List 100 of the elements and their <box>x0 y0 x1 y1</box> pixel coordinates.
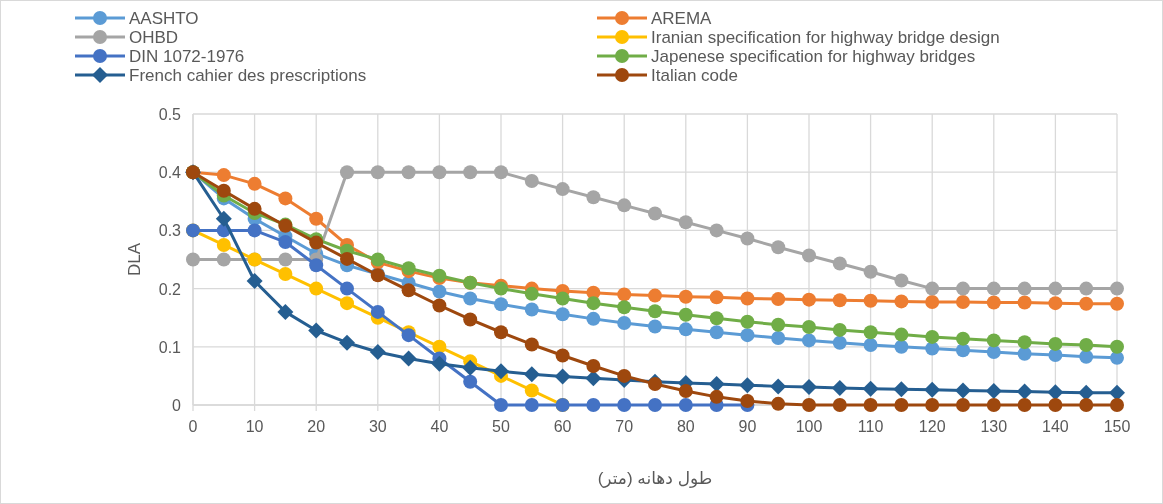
point <box>493 363 509 380</box>
x-tick-label: 120 <box>918 418 946 435</box>
point <box>1017 295 1032 310</box>
x-tick-label: 90 <box>738 418 757 435</box>
point <box>1017 398 1032 412</box>
point <box>678 398 693 412</box>
point <box>1079 296 1094 311</box>
point <box>740 291 755 306</box>
point <box>894 398 909 412</box>
x-tick-label: 40 <box>430 418 449 435</box>
point <box>1048 281 1063 296</box>
point <box>648 304 662 319</box>
point <box>617 315 632 330</box>
point <box>340 281 354 296</box>
point <box>771 292 786 307</box>
point <box>1048 296 1063 311</box>
point <box>986 333 1001 348</box>
point <box>894 273 909 288</box>
point <box>1047 384 1064 401</box>
point <box>369 344 386 361</box>
point <box>586 398 601 412</box>
point <box>709 389 724 404</box>
point <box>494 165 508 180</box>
point <box>802 292 816 307</box>
point <box>277 303 294 320</box>
point <box>802 398 816 412</box>
point <box>278 252 293 267</box>
point <box>802 320 816 335</box>
point <box>709 325 724 340</box>
point <box>832 322 847 337</box>
x-tick-label: 150 <box>1103 418 1131 435</box>
point <box>1017 281 1032 296</box>
point <box>771 240 786 255</box>
point <box>1048 398 1063 412</box>
point <box>524 302 539 317</box>
point <box>801 378 817 395</box>
y-tick-label: 0.1 <box>158 338 182 356</box>
point <box>1110 398 1124 412</box>
x-tick-label: 50 <box>492 418 510 435</box>
point <box>1017 335 1032 350</box>
point <box>370 304 385 319</box>
point <box>894 327 909 342</box>
point <box>1048 336 1063 351</box>
legend-label: AASHTO <box>129 9 199 28</box>
point <box>678 384 693 399</box>
x-tick-label: 10 <box>245 418 264 435</box>
point <box>1079 338 1094 353</box>
y-tick-label: 0.4 <box>158 164 182 182</box>
point <box>740 314 755 329</box>
y-tick-label: 0.2 <box>158 280 182 298</box>
x-tick-label: 70 <box>615 418 634 435</box>
point <box>740 328 755 343</box>
point <box>739 377 756 394</box>
point <box>617 198 632 213</box>
legend-label: AREMA <box>651 9 713 28</box>
x-tick-label: 140 <box>1042 418 1069 435</box>
point <box>863 264 878 279</box>
point <box>986 398 1001 412</box>
point <box>494 398 508 412</box>
point <box>432 298 447 313</box>
point <box>247 176 262 191</box>
point <box>215 210 232 227</box>
point <box>586 296 601 311</box>
point <box>1110 339 1124 354</box>
point <box>1110 281 1124 296</box>
point <box>771 331 786 346</box>
point <box>771 317 786 332</box>
point <box>1109 384 1125 401</box>
x-tick-label: 130 <box>980 418 1008 435</box>
point <box>524 337 539 352</box>
point <box>246 273 263 290</box>
point <box>831 380 848 397</box>
point <box>586 190 601 205</box>
point <box>370 165 385 180</box>
point <box>832 398 847 412</box>
point <box>802 333 816 348</box>
point <box>494 325 508 340</box>
point <box>401 283 416 298</box>
point <box>985 383 1002 400</box>
legend-label: Iranian specification for highway bridge design <box>651 28 1000 47</box>
point <box>832 335 847 350</box>
point <box>648 206 662 221</box>
point <box>524 383 539 398</box>
point <box>216 168 231 183</box>
point <box>340 165 354 180</box>
point <box>925 329 940 344</box>
point <box>308 322 325 339</box>
point <box>1079 398 1094 412</box>
point <box>648 319 662 334</box>
point <box>216 183 231 198</box>
point <box>524 173 539 188</box>
point <box>278 235 293 250</box>
point <box>678 307 693 322</box>
point <box>247 223 262 238</box>
point <box>1079 281 1094 296</box>
point <box>186 252 200 267</box>
point <box>340 251 354 266</box>
point <box>802 248 816 263</box>
point <box>986 345 1001 360</box>
point <box>863 338 878 353</box>
